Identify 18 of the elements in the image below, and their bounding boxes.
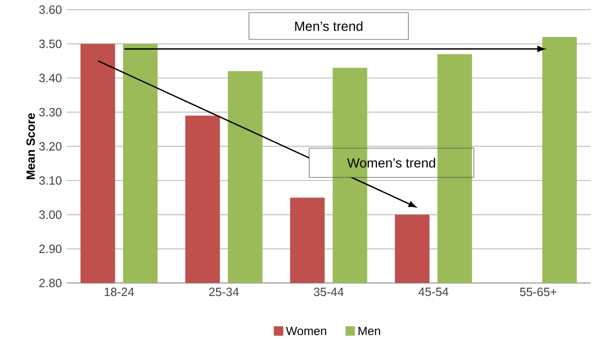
annotation: Men’s trend	[295, 21, 362, 31]
legend-label: Men	[358, 326, 380, 336]
y-tick-label: 3.40	[39, 74, 62, 82]
x-tick-label: 35-44	[314, 288, 344, 296]
y-tick-label: 3.30	[39, 108, 62, 116]
y-tick-label: 3.10	[39, 176, 62, 185]
x-tick-label: 55-65+	[520, 288, 556, 296]
y-tick-label: 3.20	[39, 142, 62, 150]
y-axis-title: Mean Score	[26, 113, 35, 179]
y-tick-label: 3.00	[39, 210, 62, 219]
legend-label: Women	[286, 326, 326, 336]
y-tick-label: 2.90	[39, 244, 62, 253]
x-tick-label: 25-34	[209, 288, 239, 296]
y-tick-label: 3.50	[39, 39, 62, 48]
x-tick-label: 45-54	[418, 288, 448, 296]
y-tick-label: 2.80	[39, 278, 62, 288]
y-tick-label: 3.60	[39, 5, 62, 14]
x-tick-label: 18-24	[104, 288, 134, 296]
